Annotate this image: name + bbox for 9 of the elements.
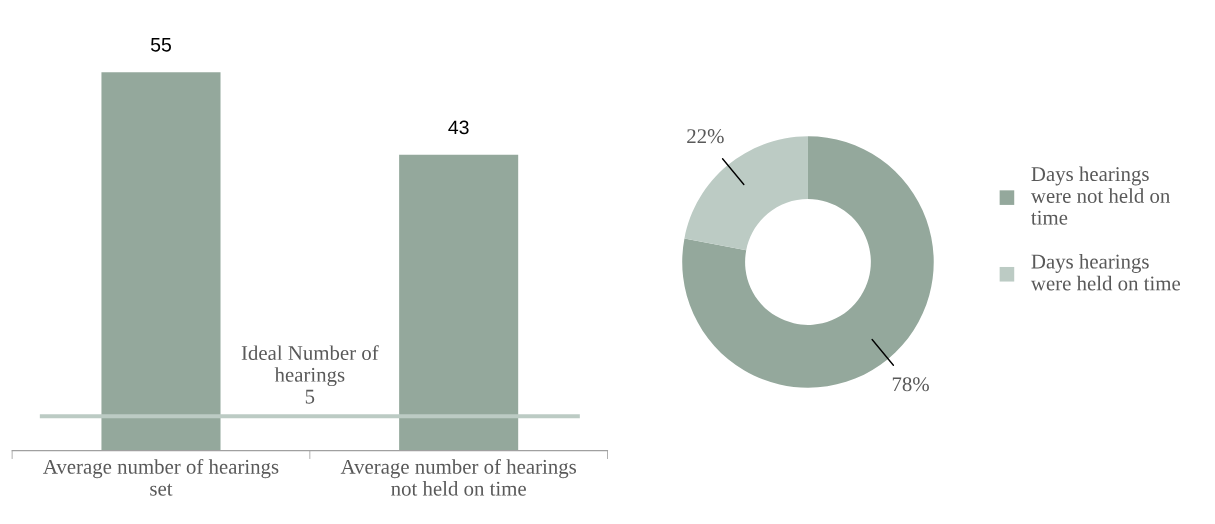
data-label: 22% <box>687 129 724 144</box>
data-label: 55 <box>150 38 171 52</box>
x-tick-label: Average number of hearings not held on time <box>340 458 577 496</box>
legend-label: Days hearings were not held on time <box>1030 166 1170 225</box>
legend-label: Days hearings were held on time <box>1030 253 1180 291</box>
data-label: 43 <box>448 120 469 135</box>
ref-line-label: Ideal Number of hearings 5 <box>241 345 379 404</box>
x-tick-label: Average number of hearings set <box>43 458 279 496</box>
data-label: 78% <box>892 377 929 392</box>
